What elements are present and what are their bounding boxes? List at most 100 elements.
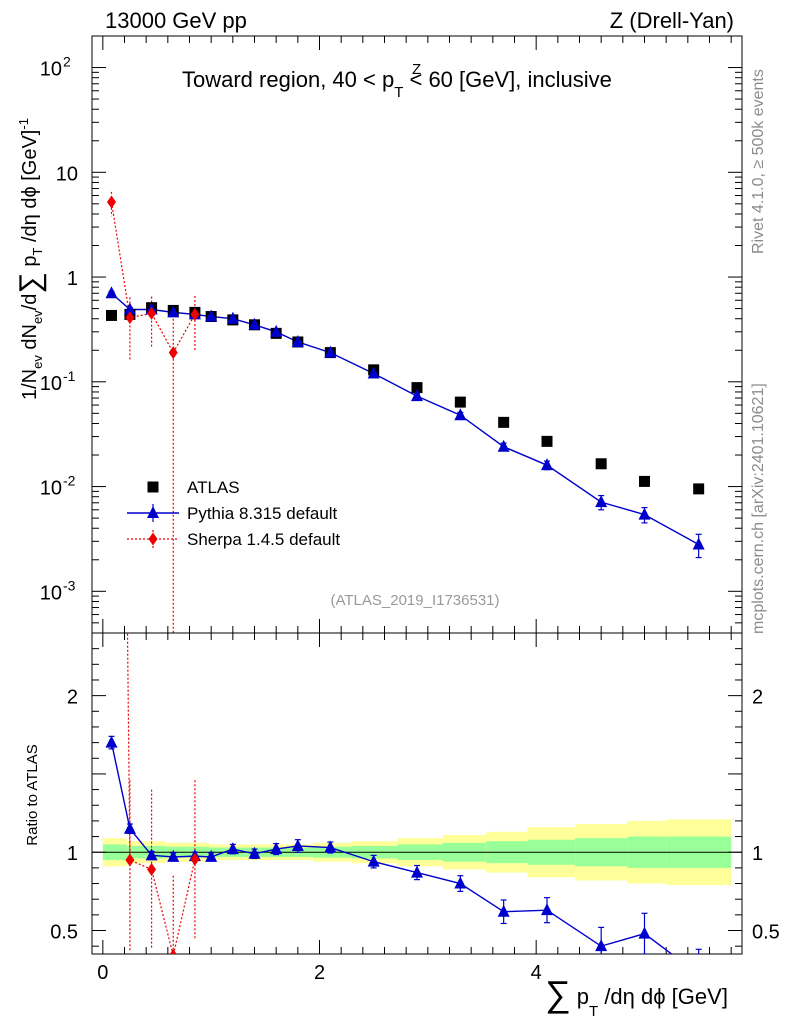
ratio-pythia-point [123, 821, 136, 834]
pythia-point [411, 389, 423, 402]
ratio-pythia-point [411, 865, 423, 878]
top-ylabel: 1/Nev dNev/d∑ pT /dη dϕ [GeV]-1 [14, 118, 47, 400]
ratio-ytick-label-right: 1 [752, 843, 763, 865]
pythia-point [692, 537, 705, 550]
ratio-pythia-point [324, 840, 337, 853]
ratio-sherpa-line [126, 633, 196, 954]
xlabel-a: p [571, 984, 589, 1009]
top-ylabel-a-sub: ev [30, 355, 45, 369]
ratio-sherpa-point [190, 852, 200, 866]
main-ytick-label: 10 [40, 582, 62, 604]
ratio-ytick-label-right: 0.5 [752, 922, 780, 944]
legend-sherpa-marker [148, 532, 158, 546]
ratio-ylabel: Ratio to ATLAS [24, 744, 41, 845]
ratio-pythia-point [167, 849, 180, 862]
main-ytick-label: 10 [40, 59, 62, 81]
xlabel: ∑ pT /dη dϕ [GeV] [545, 973, 728, 1020]
atlas-point [454, 396, 466, 408]
top-ylabel-c: /d [19, 294, 41, 311]
main-ytick-label: 10 [56, 163, 78, 185]
main-ytick-base: 10 [40, 478, 62, 500]
main-ytick-label: 1 [67, 268, 78, 290]
ratio-pythia-point [367, 854, 380, 867]
region-title-post: < 60 [GeV], inclusive [403, 67, 612, 92]
ratio-pythia-point [497, 904, 510, 917]
top-ylabel-b: dN [19, 324, 41, 355]
pythia-point [248, 317, 261, 330]
rivet-label: Rivet 4.1.0, ≥ 500k events [750, 69, 767, 254]
ratio-pythia-point [595, 939, 608, 952]
region-title-sup: Z [412, 61, 421, 78]
top-ylabel-e-sup: -1 [16, 118, 31, 130]
atlas-point [541, 435, 553, 447]
mcplots-label: mcplots.cern.ch [arXiv:2401.10621] [750, 383, 767, 634]
sherpa-point [107, 195, 116, 209]
ratio-axis-ticks: 0.5 0.5 1 1 2 2 0 2 4 [50, 632, 780, 984]
region-title: Toward region, 40 < pT < 60 [GeV], inclu… [182, 67, 612, 101]
legend-label-sherpa: Sherpa 1.4.5 default [187, 530, 340, 549]
ratio-pythia-point [105, 735, 118, 748]
ratio-pythia-point [638, 926, 651, 939]
main-ytick-exp: 2 [63, 54, 71, 70]
region-title-sub: T [394, 84, 403, 101]
ratio-xtick-label: 4 [531, 962, 542, 984]
ratio-pythia-point [205, 849, 218, 862]
top-ylabel-d: p [19, 256, 41, 273]
pythia-point [638, 507, 651, 520]
ratio-pythia-point [248, 846, 261, 859]
pythia-point [270, 324, 283, 337]
pythia-point [454, 408, 467, 421]
pythia-point [595, 495, 608, 508]
pythia-point [167, 305, 180, 318]
xlabel-b: /dη dϕ [GeV] [598, 984, 728, 1009]
ratio-ytick-label-left: 2 [67, 687, 78, 709]
ratio-ytick-label-left: 0.5 [50, 922, 78, 944]
ratio-pythia-point [270, 842, 283, 855]
ratio-ytick-label-right: 2 [752, 687, 763, 709]
atlas-point [411, 382, 423, 394]
pythia-point [226, 311, 239, 324]
region-title-pre: Toward region, 40 < p [182, 67, 394, 92]
top-ylabel-sigma: ∑ [14, 272, 47, 293]
ratio-pythia-point [454, 876, 467, 889]
header-process-label: Z (Drell-Yan) [610, 8, 734, 33]
main-ytick-base: 10 [40, 582, 62, 604]
pythia-point [324, 345, 337, 358]
sherpa-point [147, 306, 157, 320]
ratio-pythia-point [145, 848, 158, 861]
ratio-data-marks [105, 633, 705, 979]
pythia-point [123, 302, 136, 315]
sherpa-point [125, 311, 135, 325]
main-ytick-exp: -3 [63, 577, 76, 593]
ratio-panel: 0.5 0.5 1 1 2 2 0 2 4 [50, 632, 780, 984]
top-ylabel-e: /dη dϕ [GeV] [19, 130, 41, 248]
main-ytick-base: 10 [40, 373, 62, 395]
pythia-point [291, 334, 304, 347]
legend-pythia-marker [147, 506, 159, 518]
legend-label-atlas: ATLAS [187, 478, 240, 497]
atlas-point [693, 483, 705, 495]
atlas-point [106, 309, 117, 321]
ratio-sherpa-point [169, 949, 177, 954]
main-ytick-exp: -2 [63, 473, 76, 489]
ratio-xtick-label: 0 [97, 962, 108, 984]
ratio-pythia-point [226, 842, 239, 855]
main-ytick-exp: -1 [63, 368, 76, 384]
pythia-point [367, 366, 380, 379]
top-ylabel-b-sub: ev [30, 310, 45, 324]
sherpa-line [110, 201, 196, 354]
sherpa-point [190, 307, 200, 321]
atlas-point [595, 458, 607, 470]
legend-atlas-marker [147, 481, 159, 493]
header-collision-label: 13000 GeV pp [105, 8, 247, 33]
pythia-point [497, 439, 510, 452]
ratio-pythia-point [291, 838, 304, 851]
analysis-id: (ATLAS_2019_I1736531) [330, 592, 499, 609]
main-ytick-label: 10 [40, 373, 62, 395]
main-data-marks [105, 191, 705, 633]
legend-label-pythia: Pythia 8.315 default [187, 504, 338, 523]
atlas-point [498, 416, 510, 428]
ratio-pythia-point [693, 967, 705, 979]
ratio-frame [91, 632, 743, 955]
